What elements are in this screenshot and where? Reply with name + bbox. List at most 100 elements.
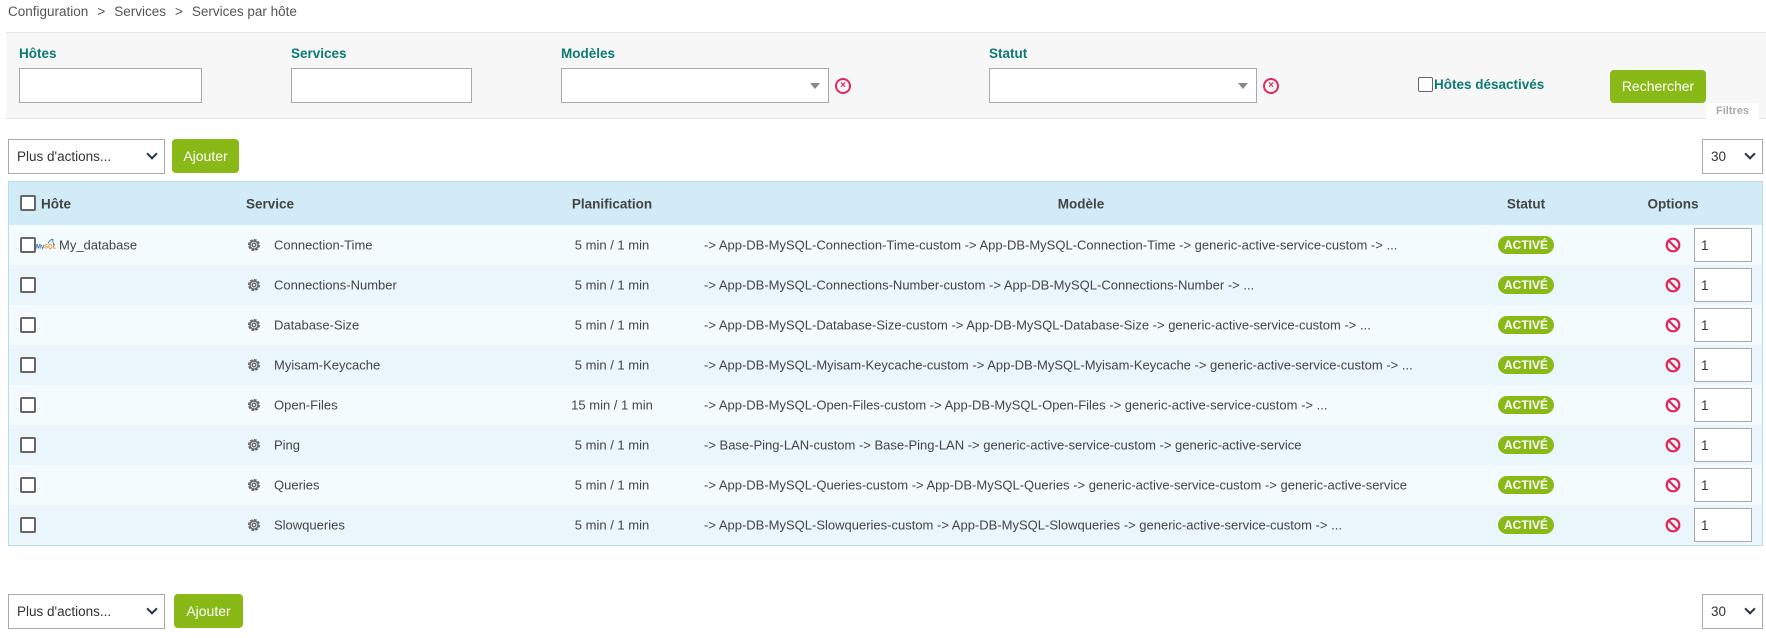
- disable-icon[interactable]: [1665, 437, 1681, 453]
- disable-icon[interactable]: [1665, 397, 1681, 413]
- schedule: 5 min / 1 min: [574, 357, 650, 373]
- disable-icon[interactable]: [1665, 277, 1681, 293]
- template-chain: -> App-DB-MySQL-Myisam-Keycache-custom -…: [704, 357, 1413, 373]
- service-link[interactable]: Connections-Number: [274, 277, 397, 293]
- service-link[interactable]: Ping: [274, 437, 301, 453]
- table-row: Myisam-Keycache 5 min / 1 min -> App-DB-…: [9, 345, 1762, 385]
- service-link[interactable]: Myisam-Keycache: [274, 357, 381, 373]
- duplicate-count-input[interactable]: [1694, 348, 1752, 382]
- select-all-checkbox[interactable]: [20, 195, 36, 211]
- templates-select[interactable]: [561, 68, 829, 103]
- template-chain: -> Base-Ping-LAN-custom -> Base-Ping-LAN…: [704, 437, 1302, 453]
- duplicate-count-input[interactable]: [1694, 388, 1752, 422]
- services-label: Services: [291, 46, 347, 61]
- row-checkbox[interactable]: [20, 317, 36, 333]
- gear-icon: [246, 437, 262, 453]
- row-checkbox[interactable]: [20, 277, 36, 293]
- breadcrumb-services[interactable]: Services: [114, 4, 166, 19]
- header-schedule: Planification: [571, 196, 653, 211]
- header-options: Options: [1647, 196, 1699, 211]
- add-button[interactable]: Ajouter: [172, 139, 239, 173]
- table-row: My SQL My_database Connection-Time 5 min /…: [9, 225, 1762, 265]
- templates-label: Modèles: [561, 46, 616, 61]
- status-label: Statut: [989, 46, 1028, 61]
- mysql-logo-icon: My SQL: [36, 238, 57, 253]
- service-link[interactable]: Database-Size: [274, 317, 360, 333]
- chevron-down-icon: [146, 603, 158, 615]
- table-row: Database-Size 5 min / 1 min -> App-DB-My…: [9, 305, 1762, 345]
- clear-templates-icon[interactable]: ×: [835, 78, 851, 94]
- template-chain: -> App-DB-MySQL-Queries-custom -> App-DB…: [704, 477, 1407, 493]
- disable-icon[interactable]: [1665, 477, 1681, 493]
- row-checkbox[interactable]: [20, 357, 36, 373]
- disabled-hosts-label: Hôtes désactivés: [1434, 77, 1545, 92]
- filters-tab-label[interactable]: Filtres: [1706, 103, 1760, 119]
- add-button-bottom[interactable]: Ajouter: [174, 594, 243, 628]
- search-button[interactable]: Rechercher: [1610, 70, 1706, 103]
- status-badge: ACTIVÉ: [1497, 516, 1555, 534]
- duplicate-count-input[interactable]: [1694, 308, 1752, 342]
- header-status: Statut: [1506, 196, 1546, 211]
- host-link[interactable]: My_database: [59, 237, 138, 253]
- duplicate-count-input[interactable]: [1694, 228, 1752, 262]
- disable-icon[interactable]: [1665, 317, 1681, 333]
- duplicate-count-input[interactable]: [1694, 468, 1752, 502]
- service-link[interactable]: Connection-Time: [274, 237, 373, 253]
- schedule: 5 min / 1 min: [574, 277, 650, 293]
- duplicate-count-input[interactable]: [1694, 508, 1752, 542]
- table-header: Hôte Service Planification Modèle Statut…: [9, 182, 1762, 225]
- row-checkbox[interactable]: [20, 397, 36, 413]
- per-page-select[interactable]: 30: [1702, 139, 1763, 174]
- schedule: 5 min / 1 min: [574, 237, 650, 253]
- filters-panel: [6, 32, 1766, 119]
- breadcrumb-configuration[interactable]: Configuration: [8, 4, 89, 19]
- chevron-down-icon: [1744, 148, 1756, 160]
- table-row: Queries 5 min / 1 min -> App-DB-MySQL-Qu…: [9, 465, 1762, 505]
- service-link[interactable]: Slowqueries: [274, 517, 345, 533]
- gear-icon: [246, 317, 262, 333]
- schedule: 5 min / 1 min: [574, 477, 650, 493]
- status-badge: ACTIVÉ: [1497, 236, 1555, 254]
- service-link[interactable]: Queries: [274, 477, 320, 493]
- row-checkbox[interactable]: [20, 437, 36, 453]
- services-table: Hôte Service Planification Modèle Statut…: [8, 181, 1763, 546]
- dropdown-arrow-icon: [1238, 83, 1248, 89]
- row-checkbox[interactable]: [20, 237, 36, 253]
- clear-status-icon[interactable]: ×: [1263, 78, 1279, 94]
- chevron-down-icon: [1744, 603, 1756, 615]
- table-row: Connections-Number 5 min / 1 min -> App-…: [9, 265, 1762, 305]
- services-input[interactable]: [291, 68, 472, 103]
- gear-icon: [246, 477, 262, 493]
- template-chain: -> App-DB-MySQL-Database-Size-custom -> …: [704, 317, 1371, 333]
- table-row: Open-Files 15 min / 1 min -> App-DB-MySQ…: [9, 385, 1762, 425]
- row-checkbox[interactable]: [20, 477, 36, 493]
- disable-icon[interactable]: [1665, 237, 1681, 253]
- more-actions-select-bottom[interactable]: Plus d'actions...: [8, 594, 165, 629]
- schedule: 5 min / 1 min: [574, 437, 650, 453]
- status-badge: ACTIVÉ: [1497, 436, 1555, 454]
- breadcrumb-services-by-host[interactable]: Services par hôte: [191, 4, 297, 19]
- template-chain: -> App-DB-MySQL-Connections-Number-custo…: [704, 277, 1255, 293]
- more-actions-select[interactable]: Plus d'actions...: [8, 139, 165, 174]
- header-template: Modèle: [1057, 196, 1105, 211]
- disabled-hosts-checkbox[interactable]: [1418, 77, 1433, 92]
- per-page-select-bottom[interactable]: 30: [1702, 594, 1763, 629]
- row-checkbox[interactable]: [20, 517, 36, 533]
- status-select[interactable]: [989, 68, 1257, 103]
- duplicate-count-input[interactable]: [1694, 268, 1752, 302]
- table-row: Slowqueries 5 min / 1 min -> App-DB-MySQ…: [9, 505, 1762, 545]
- schedule: 5 min / 1 min: [574, 317, 650, 333]
- breadcrumb: Configuration > Services > Services par hôte: [8, 4, 297, 19]
- svg-text:SQL: SQL: [44, 245, 56, 250]
- gear-icon: [246, 277, 262, 293]
- duplicate-count-input[interactable]: [1694, 428, 1752, 462]
- schedule: 15 min / 1 min: [571, 397, 653, 413]
- status-badge: ACTIVÉ: [1497, 356, 1555, 374]
- gear-icon: [246, 357, 262, 373]
- status-badge: ACTIVÉ: [1497, 476, 1555, 494]
- hosts-input[interactable]: [19, 68, 202, 103]
- disable-icon[interactable]: [1665, 357, 1681, 373]
- disable-icon[interactable]: [1665, 517, 1681, 533]
- header-host: Hôte: [41, 196, 71, 211]
- service-link[interactable]: Open-Files: [274, 397, 338, 413]
